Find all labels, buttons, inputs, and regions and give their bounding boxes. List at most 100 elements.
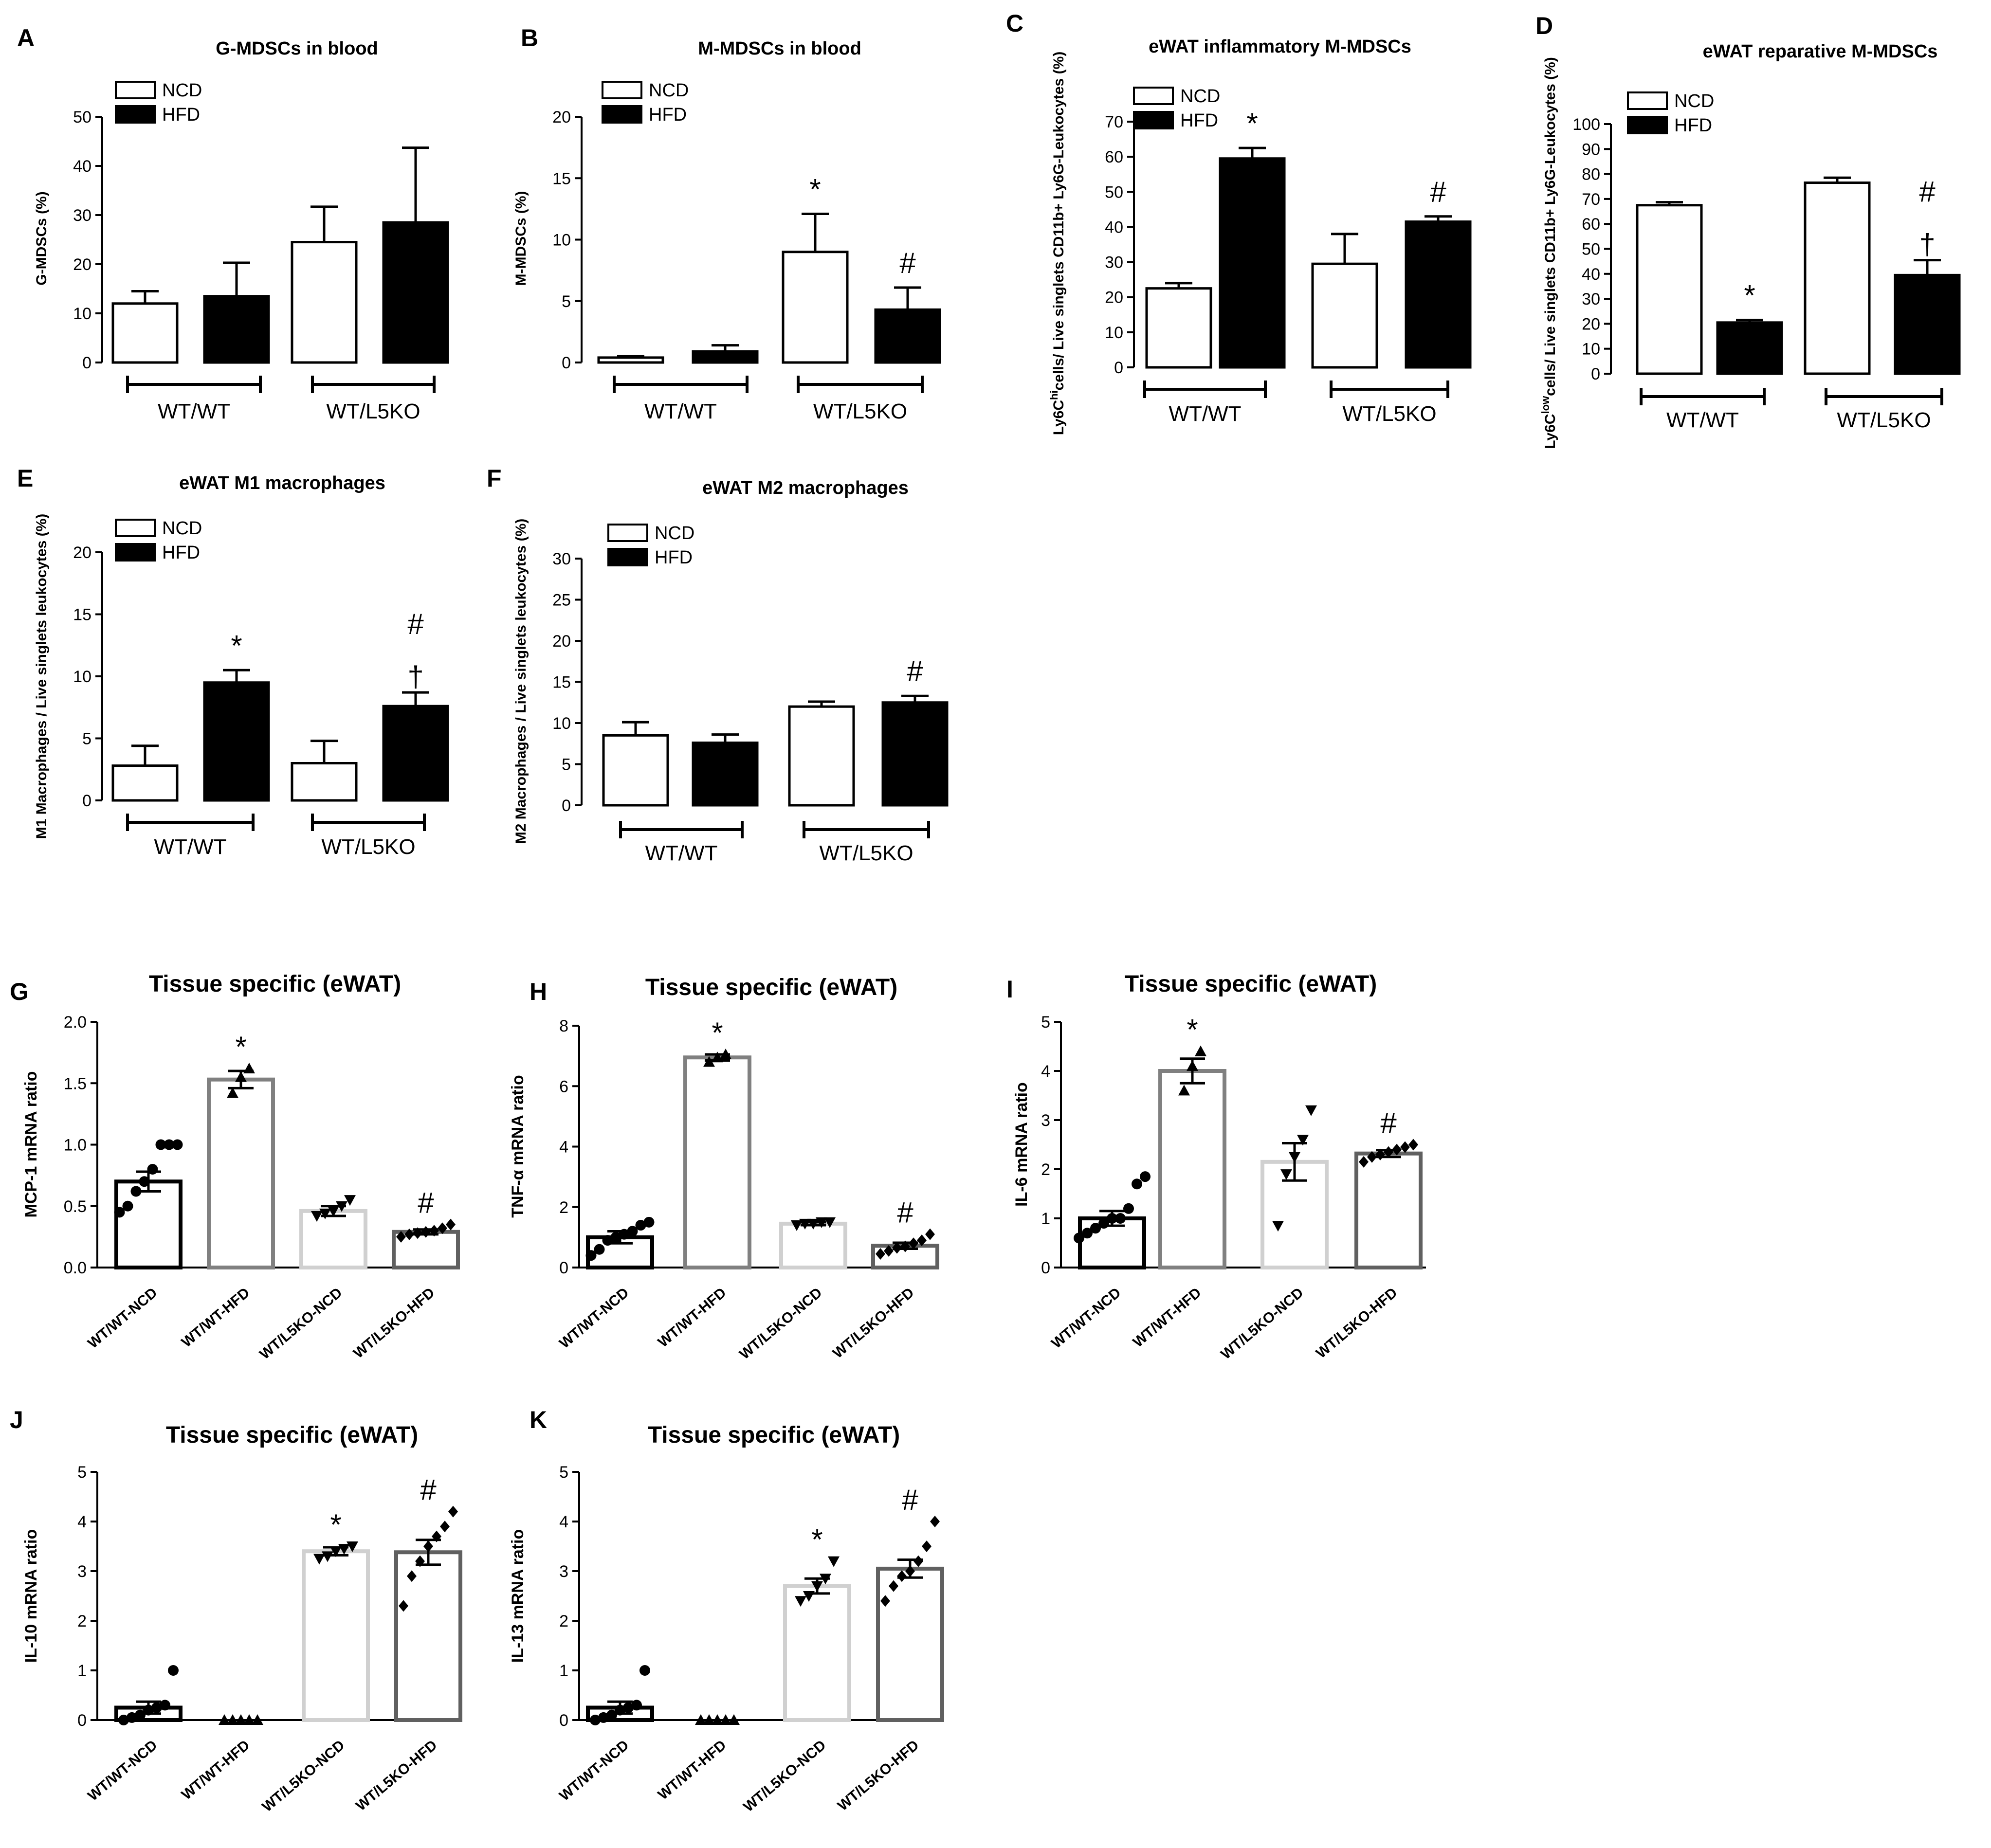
y-tick-label: 15 bbox=[73, 606, 91, 624]
data-point bbox=[118, 1715, 129, 1725]
y-tick-label: 0 bbox=[559, 1711, 568, 1730]
data-point bbox=[930, 1516, 940, 1527]
bar-1 bbox=[207, 1077, 275, 1270]
y-tick-label: 70 bbox=[1582, 190, 1600, 209]
y-axis-label: IL-6 mRNA ratio bbox=[1012, 1082, 1031, 1207]
y-axis-label: IL-13 mRNA ratio bbox=[509, 1529, 527, 1663]
data-point bbox=[399, 1600, 408, 1612]
data-point bbox=[635, 1220, 646, 1231]
legend-label-hfd: HFD bbox=[649, 105, 687, 125]
legend-swatch-ncd bbox=[602, 81, 642, 99]
x-category-label: WT/WT-HFD bbox=[655, 1285, 730, 1351]
group-label: WT/WT bbox=[1169, 402, 1241, 426]
significance-marker: * bbox=[1246, 107, 1258, 140]
y-tick-label: 20 bbox=[1582, 315, 1600, 333]
data-point bbox=[623, 1702, 634, 1713]
y-tick-label: 8 bbox=[559, 1017, 568, 1035]
bar-1 bbox=[1158, 1069, 1226, 1269]
bar-ncd-0 bbox=[602, 734, 669, 807]
y-tick-label: 2 bbox=[559, 1612, 568, 1631]
data-point bbox=[1090, 1223, 1101, 1234]
significance-marker: # bbox=[902, 1484, 918, 1516]
bar-hfd-1 bbox=[881, 701, 949, 807]
data-point bbox=[446, 1218, 456, 1231]
y-tick-label: 2 bbox=[559, 1198, 568, 1217]
bar-ncd-0 bbox=[111, 302, 179, 364]
panel-A: A G-MDSCs in blood 0 10 20 30 40 50 G-MDSCs (%) N… bbox=[17, 24, 449, 423]
bar-3 bbox=[876, 1566, 944, 1722]
significance-marker: # bbox=[899, 247, 916, 279]
bar-ncd-1 bbox=[782, 251, 849, 364]
legend-label-hfd: HFD bbox=[655, 547, 693, 568]
group-label: WT/L5KO bbox=[1342, 402, 1436, 426]
data-point bbox=[1140, 1171, 1151, 1182]
significance-marker: * bbox=[712, 1016, 723, 1049]
group-label: WT/L5KO bbox=[819, 841, 913, 865]
data-point bbox=[791, 1220, 803, 1232]
significance-marker: # bbox=[407, 608, 424, 640]
y-tick-label: 5 bbox=[562, 292, 571, 311]
x-category-label: WT/L5KO-NCD bbox=[256, 1285, 345, 1362]
y-tick-label: 0.0 bbox=[64, 1259, 87, 1277]
data-point bbox=[440, 1521, 450, 1533]
bar-ncd-0 bbox=[597, 356, 664, 364]
y-tick-label: 15 bbox=[552, 673, 571, 692]
bar-ncd-1 bbox=[1311, 262, 1378, 369]
group-label: WT/L5KO bbox=[813, 399, 907, 423]
x-category-label: WT/L5KO-NCD bbox=[740, 1737, 829, 1815]
y-tick-label: 0 bbox=[82, 792, 91, 810]
data-point bbox=[227, 1714, 238, 1725]
data-point bbox=[438, 1222, 447, 1234]
group-label: WT/WT bbox=[645, 841, 717, 865]
data-point bbox=[407, 1570, 417, 1582]
y-tick-label: 40 bbox=[1105, 218, 1123, 236]
data-point bbox=[164, 1139, 175, 1150]
data-point bbox=[703, 1714, 715, 1725]
x-category-label: WT/L5KO-NCD bbox=[736, 1285, 825, 1362]
bar-hfd-1 bbox=[1405, 220, 1472, 369]
y-tick-label: 0 bbox=[562, 354, 571, 372]
data-point bbox=[643, 1216, 655, 1228]
panel-J: J Tissue specific (eWAT) 0 1 2 3 4 5 IL-10 mRNA … bbox=[10, 1406, 462, 1815]
x-category-label: WT/WT-HFD bbox=[655, 1737, 730, 1803]
y-tick-label: 1 bbox=[77, 1662, 87, 1680]
y-tick-label: 1 bbox=[1041, 1210, 1050, 1228]
data-point bbox=[695, 1714, 707, 1725]
y-tick-label: 3 bbox=[559, 1562, 568, 1581]
y-tick-label: 100 bbox=[1572, 115, 1600, 134]
panel-letter: D bbox=[1535, 12, 1553, 39]
y-tick-label: 0 bbox=[82, 354, 91, 372]
bar-hfd-0 bbox=[203, 681, 270, 802]
group-label: WT/L5KO bbox=[1837, 408, 1931, 432]
data-point bbox=[139, 1176, 150, 1187]
bar-ncd-0 bbox=[111, 764, 179, 802]
y-tick-label: 0.5 bbox=[64, 1197, 87, 1216]
data-point bbox=[728, 1714, 740, 1725]
group-label: WT/WT bbox=[158, 399, 230, 423]
legend-swatch-hfd bbox=[1627, 116, 1668, 134]
data-point bbox=[1280, 1169, 1292, 1180]
x-category-label: WT/L5KO-HFD bbox=[350, 1285, 438, 1361]
legend-label-ncd: NCD bbox=[1674, 91, 1714, 111]
panel-K: K Tissue specific (eWAT) 0 1 2 3 4 5 IL-13 mRNA … bbox=[509, 1406, 944, 1815]
data-point bbox=[319, 1208, 331, 1219]
x-category-label: WT/WT-HFD bbox=[179, 1285, 253, 1351]
panel-title: eWAT M2 macrophages bbox=[702, 478, 909, 498]
y-axis-label: Ly6Chicells/ Live singlets CD11b+ Ly6G-L… bbox=[1048, 52, 1067, 435]
y-label-part: cells/ Live singlets CD11b+ Ly6G-Leukocy… bbox=[1051, 52, 1067, 391]
y-axis-label: IL-10 mRNA ratio bbox=[22, 1529, 40, 1663]
data-point bbox=[1272, 1221, 1284, 1232]
data-point bbox=[828, 1556, 840, 1567]
bar-ncd-1 bbox=[291, 241, 358, 364]
y-label-part: Ly6C bbox=[1051, 400, 1067, 435]
data-point bbox=[235, 1714, 247, 1725]
legend-swatch-hfd bbox=[115, 543, 156, 562]
data-point bbox=[598, 1712, 609, 1723]
panel-title: eWAT reparative M-MDSCs bbox=[1703, 41, 1938, 62]
legend-label-hfd: HFD bbox=[1180, 110, 1218, 131]
bar-ncd-1 bbox=[291, 762, 358, 802]
y-axis-label: M-MDSCs (%) bbox=[513, 191, 529, 286]
y-axis-label: Ly6Clowcells/ Live singlets CD11b+ Ly6G-… bbox=[1539, 57, 1559, 449]
x-category-label: WT/WT-NCD bbox=[85, 1285, 160, 1352]
significance-marker: * bbox=[809, 173, 821, 205]
